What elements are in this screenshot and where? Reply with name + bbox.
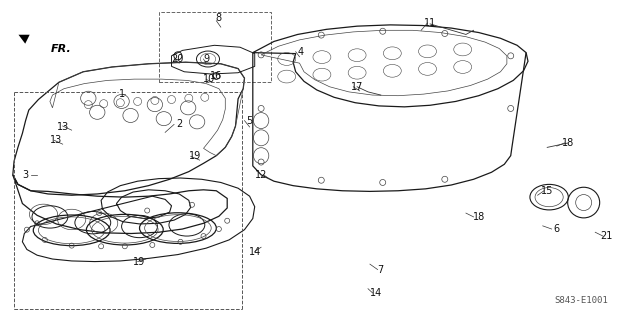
Bar: [159, 12, 271, 82]
Text: 8: 8: [216, 12, 222, 23]
Text: 6: 6: [554, 224, 560, 234]
Text: 1: 1: [118, 89, 125, 99]
Text: 14: 14: [248, 247, 261, 257]
Text: 20: 20: [172, 54, 184, 64]
Text: 3: 3: [22, 170, 29, 180]
Text: 17: 17: [351, 82, 364, 92]
Text: S843-E1001: S843-E1001: [554, 296, 608, 305]
Text: 11: 11: [424, 18, 436, 28]
Text: 14: 14: [370, 288, 383, 298]
Text: 9: 9: [203, 54, 209, 64]
Text: 15: 15: [541, 186, 554, 196]
Text: 21: 21: [600, 231, 613, 241]
Text: 4: 4: [298, 47, 304, 57]
Text: 19: 19: [133, 256, 146, 267]
Text: 10: 10: [203, 74, 216, 84]
Text: 2: 2: [176, 119, 182, 130]
Text: 13: 13: [56, 122, 69, 132]
Text: 16: 16: [210, 71, 223, 81]
Text: 19: 19: [189, 151, 202, 161]
Text: 18: 18: [472, 212, 485, 222]
Text: 12: 12: [255, 170, 268, 180]
Text: 13: 13: [50, 135, 63, 145]
Text: 18: 18: [562, 138, 575, 148]
Text: FR.: FR.: [51, 44, 72, 55]
Text: 5: 5: [246, 115, 253, 126]
Text: 7: 7: [378, 264, 384, 275]
